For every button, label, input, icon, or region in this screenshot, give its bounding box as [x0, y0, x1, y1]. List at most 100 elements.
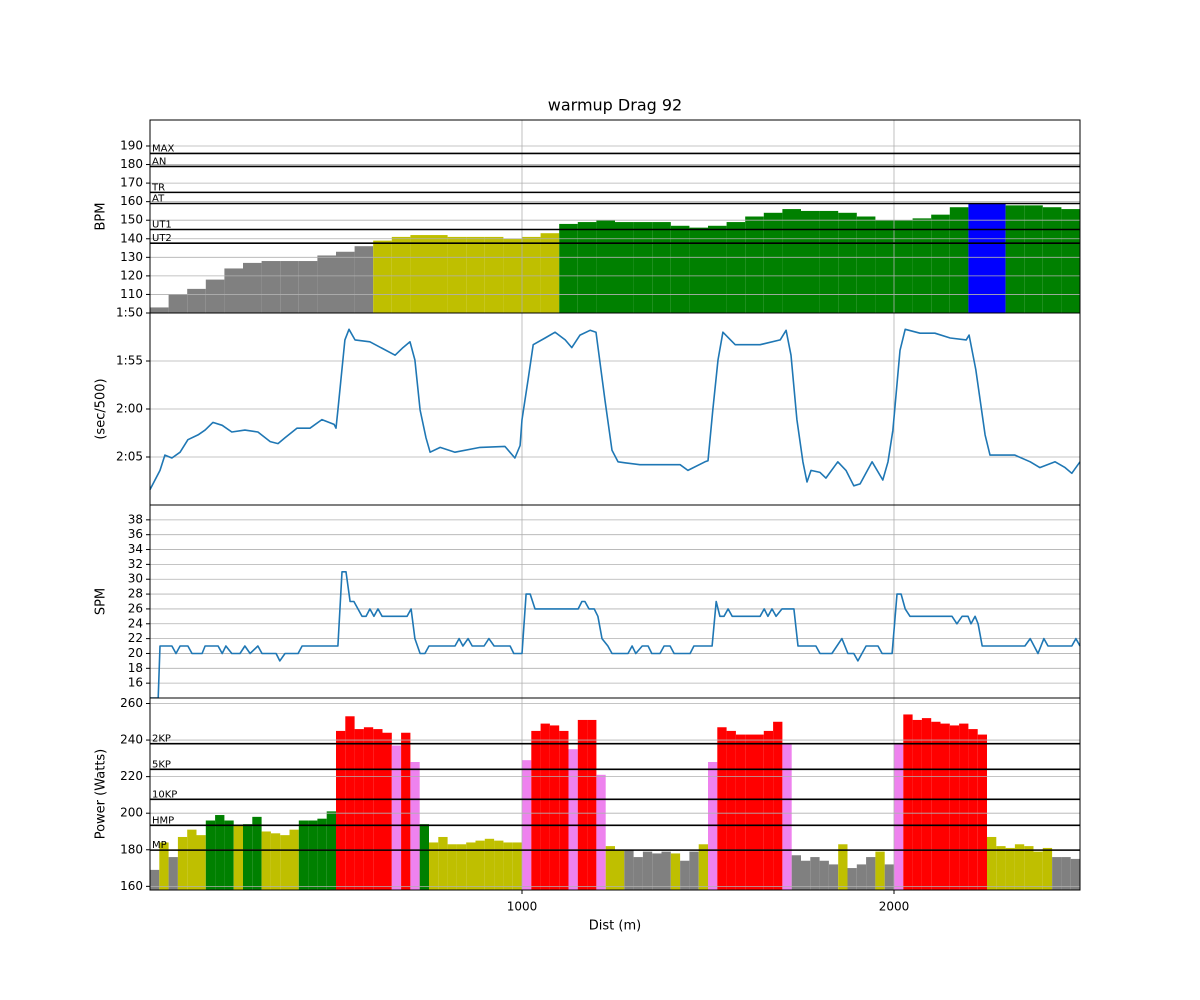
y-tick-label: 36	[128, 527, 143, 541]
bar	[484, 236, 504, 313]
panel: 1:50 1:55 2:00 2:05 (sec/500)	[94, 306, 1081, 506]
bar	[903, 714, 913, 890]
reference-label: AN	[152, 156, 166, 167]
bar	[717, 727, 727, 890]
bar	[205, 820, 216, 890]
y-tick-label: 30	[128, 572, 143, 586]
bar	[503, 842, 513, 890]
bar	[512, 842, 522, 890]
bar	[791, 855, 801, 890]
bar	[652, 222, 671, 313]
bar	[745, 734, 755, 890]
bar	[810, 857, 820, 890]
bar	[875, 851, 885, 890]
bar	[894, 220, 913, 313]
bar	[466, 842, 476, 890]
y-tick-label: 180	[120, 842, 143, 856]
bar	[940, 723, 950, 890]
plot-area	[150, 505, 1080, 698]
bar	[336, 251, 355, 313]
bar	[280, 261, 299, 313]
bar	[959, 723, 969, 890]
bar	[949, 725, 960, 890]
y-axis-label: Power (Watts)	[94, 749, 109, 840]
y-tick-label: 160	[120, 194, 143, 208]
bar	[577, 222, 597, 313]
x-tick-label: 1000	[507, 900, 538, 914]
bar	[373, 729, 383, 890]
y-tick-label: 160	[120, 879, 143, 893]
bar	[150, 869, 160, 890]
y-tick-label: 220	[120, 769, 143, 783]
y-tick-label: 38	[128, 512, 143, 526]
bar	[252, 816, 262, 890]
bar	[838, 844, 848, 890]
bar	[559, 223, 578, 313]
bar	[1061, 209, 1080, 313]
bar	[875, 220, 894, 313]
bar	[168, 294, 188, 313]
y-tick-label: 240	[120, 733, 143, 747]
bar	[298, 261, 318, 313]
bar	[150, 307, 169, 313]
y-tick-label: 180	[120, 157, 143, 171]
bar	[708, 225, 727, 313]
bar	[354, 729, 364, 890]
bar	[968, 729, 978, 890]
y-tick-label: 16	[128, 676, 143, 690]
bar	[828, 864, 839, 890]
reference-label: AT	[152, 194, 165, 205]
bar	[1024, 205, 1043, 313]
bar	[345, 716, 355, 890]
bar	[1024, 846, 1034, 890]
reference-label: 2KP	[152, 734, 171, 745]
y-tick-label: 1:50	[116, 306, 143, 320]
bar	[735, 734, 746, 890]
bar	[363, 727, 374, 890]
bar	[726, 222, 746, 313]
y-tick-label: 200	[120, 806, 143, 820]
bar	[438, 836, 448, 890]
bar	[801, 210, 820, 313]
y-tick-label: 2:05	[116, 450, 143, 464]
y-tick-label: 34	[128, 542, 143, 556]
bar	[494, 840, 504, 890]
bar	[410, 235, 429, 313]
y-axis-label: (sec/500)	[94, 378, 109, 439]
reference-label: MP	[152, 840, 167, 851]
bar	[224, 820, 234, 890]
bar	[782, 743, 792, 890]
bar	[382, 732, 392, 890]
chart-title: warmup Drag 92	[548, 96, 682, 115]
bar	[838, 212, 857, 313]
bar	[1033, 851, 1043, 890]
bar	[196, 835, 206, 890]
bar	[317, 255, 336, 313]
bar	[745, 216, 764, 313]
bar	[261, 831, 271, 890]
bar	[615, 222, 634, 313]
bar	[931, 214, 950, 313]
bar	[987, 203, 1006, 313]
y-tick-label: 20	[128, 646, 143, 660]
y-tick-label: 190	[120, 138, 143, 152]
bar	[587, 719, 597, 890]
bar	[661, 851, 671, 890]
bar	[298, 820, 309, 890]
bar	[447, 236, 467, 313]
bar	[531, 730, 541, 890]
y-tick-label: 32	[128, 557, 143, 571]
data-line	[149, 328, 1081, 490]
reference-label: UT1	[152, 219, 172, 230]
bar	[624, 849, 634, 890]
bar	[1005, 205, 1025, 313]
bar	[856, 216, 876, 313]
bar	[689, 851, 699, 890]
bar	[540, 723, 550, 890]
bar	[187, 288, 206, 313]
bar	[475, 840, 485, 890]
bar	[754, 734, 764, 890]
bar	[996, 846, 1006, 890]
